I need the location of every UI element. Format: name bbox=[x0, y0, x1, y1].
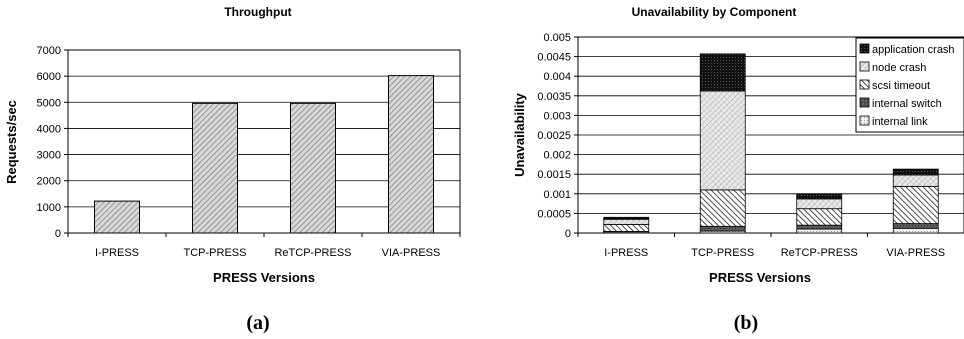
stacked-bar-segment bbox=[699, 53, 746, 92]
chart-b-xlabel: PRESS Versions bbox=[709, 270, 811, 285]
stacked-bar-segment bbox=[892, 223, 939, 229]
y-tick-label: 0.001 bbox=[543, 189, 571, 201]
stacked-bar-segment bbox=[699, 189, 746, 227]
x-tick-label: ReTCP-PRESS bbox=[781, 247, 858, 259]
y-tick-label: 0.005 bbox=[543, 32, 571, 44]
chart-a-ylabel: Requests/sec bbox=[4, 100, 19, 184]
chart-a-xlabel: PRESS Versions bbox=[213, 270, 315, 285]
chart-b-ylabel: Unavailability bbox=[512, 92, 527, 177]
y-tick-label: 0.0025 bbox=[537, 130, 571, 142]
bar bbox=[192, 102, 238, 234]
y-tick-label: 0.002 bbox=[543, 150, 571, 162]
y-tick-label: 3000 bbox=[37, 150, 61, 162]
legend-label: scsi timeout bbox=[872, 80, 930, 92]
bar bbox=[94, 200, 140, 234]
y-tick-label: 0 bbox=[55, 228, 61, 240]
legend-swatch bbox=[859, 61, 870, 72]
y-tick-label: 0.0015 bbox=[537, 169, 571, 181]
legend-label: application crash bbox=[872, 44, 955, 56]
stacked-bar-segment bbox=[796, 198, 843, 210]
chart-a-y-ticks: 0 1000 2000 3000 4000 5000 6000 7000 bbox=[37, 45, 68, 240]
legend-swatch bbox=[859, 97, 870, 108]
y-tick-label: 4000 bbox=[37, 123, 61, 135]
chart-throughput: Throughput 0 1000 2000 3000 4000 5000 6000 7000… bbox=[4, 5, 461, 334]
caption-a: (a) bbox=[246, 312, 269, 334]
bar bbox=[290, 102, 336, 234]
legend-label: internal link bbox=[872, 116, 928, 128]
y-tick-label: 0.004 bbox=[543, 71, 571, 83]
legend-swatch bbox=[859, 43, 870, 54]
y-tick-label: 0.0045 bbox=[537, 52, 571, 64]
stacked-bar-segment bbox=[603, 216, 650, 220]
caption-b: (b) bbox=[734, 312, 758, 334]
stacked-bar-segment bbox=[603, 218, 650, 225]
chart-b-x-ticks: I-PRESS TCP-PRESS ReTCP-PRESS VIA-PRESS bbox=[577, 233, 945, 259]
chart-b-y-ticks: 0 0.0005 0.001 0.0015 0.002 0.0025 0.003 0.0035… bbox=[537, 32, 578, 240]
legend-box bbox=[855, 37, 964, 133]
stacked-bar-segment bbox=[603, 223, 650, 232]
chart-b-legend: application crash node crash scsi timeout i… bbox=[855, 37, 964, 133]
x-tick-label: VIA-PRESS bbox=[886, 247, 945, 259]
legend-label: internal switch bbox=[872, 98, 942, 110]
x-tick-label: ReTCP-PRESS bbox=[274, 247, 351, 259]
x-tick-label: TCP-PRESS bbox=[691, 247, 754, 259]
y-tick-label: 0 bbox=[565, 228, 571, 240]
stacked-bar-segment bbox=[892, 168, 939, 176]
stacked-bar-segment bbox=[796, 228, 843, 234]
bar bbox=[388, 75, 434, 234]
x-tick-label: TCP-PRESS bbox=[184, 247, 247, 259]
stacked-bar-segment bbox=[892, 227, 939, 234]
chart-a-title: Throughput bbox=[224, 5, 291, 19]
y-tick-label: 0.0035 bbox=[537, 91, 571, 103]
chart-b-title: Unavailability by Component bbox=[632, 5, 797, 19]
x-tick-label: VIA-PRESS bbox=[382, 247, 441, 259]
stacked-bar-segment bbox=[699, 90, 746, 191]
y-tick-label: 7000 bbox=[37, 45, 61, 57]
chart-unavailability: Unavailability by Component 0 0.0005 0.001… bbox=[512, 5, 964, 334]
legend-label: node crash bbox=[872, 62, 926, 74]
y-tick-label: 0.003 bbox=[543, 110, 571, 122]
stacked-bar-segment bbox=[796, 193, 843, 200]
chart-a-bars bbox=[94, 75, 434, 234]
chart-b-bars bbox=[603, 53, 939, 234]
legend-swatch bbox=[859, 79, 870, 90]
x-tick-label: I-PRESS bbox=[95, 247, 139, 259]
y-tick-label: 5000 bbox=[37, 97, 61, 109]
y-tick-label: 6000 bbox=[37, 71, 61, 83]
y-tick-label: 1000 bbox=[37, 202, 61, 214]
y-tick-label: 2000 bbox=[37, 176, 61, 188]
x-tick-label: I-PRESS bbox=[604, 247, 648, 259]
stacked-bar-segment bbox=[796, 224, 843, 230]
stacked-bar-segment bbox=[892, 185, 939, 224]
stacked-bar-segment bbox=[699, 225, 746, 232]
stacked-bar-segment bbox=[892, 174, 939, 187]
y-tick-label: 0.0005 bbox=[537, 208, 571, 220]
stacked-bar-segment bbox=[796, 208, 843, 226]
chart-a-x-ticks: I-PRESS TCP-PRESS ReTCP-PRESS VIA-PRESS bbox=[67, 233, 461, 259]
legend-swatch bbox=[859, 115, 870, 126]
